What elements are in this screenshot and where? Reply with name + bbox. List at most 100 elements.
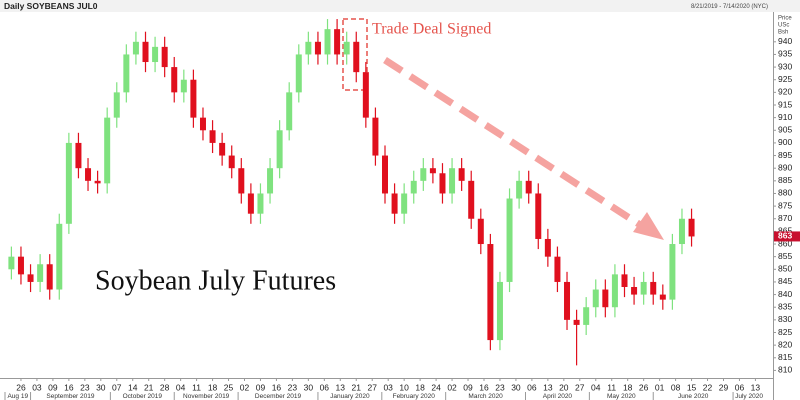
last-price-box <box>774 231 800 242</box>
candle-body <box>583 307 590 325</box>
candle-body <box>295 54 302 93</box>
x-tick-label: 02 <box>447 382 457 392</box>
y-tick-label: 885 <box>778 175 792 185</box>
highlight-box <box>342 18 368 91</box>
candle-body <box>123 54 130 93</box>
x-tick-label: 03 <box>383 382 393 392</box>
candle-body <box>516 180 523 199</box>
candle-body <box>314 41 321 55</box>
candle-body <box>228 155 235 169</box>
candle-body <box>640 281 647 295</box>
month-label: January 2020 <box>330 393 370 400</box>
candle-body <box>477 218 484 245</box>
candle-body <box>171 67 178 93</box>
x-tick-label: 29 <box>719 382 729 392</box>
x-tick-label: 21 <box>352 382 362 392</box>
y-tick-label: 890 <box>778 162 792 172</box>
candle-body <box>113 92 120 118</box>
x-tick-label: 18 <box>415 382 425 392</box>
candle-body <box>487 244 494 341</box>
x-tick-label: 24 <box>431 382 441 392</box>
candle-body <box>544 238 551 257</box>
month-label: May 2020 <box>607 393 636 400</box>
candle-body <box>276 130 283 169</box>
y-tick-label: 930 <box>778 61 792 71</box>
y-tick-label: 910 <box>778 112 792 122</box>
x-tick-label: 18 <box>208 382 218 392</box>
x-tick-label: 16 <box>479 382 489 392</box>
x-tick-label: 13 <box>543 382 553 392</box>
candle-body <box>564 281 571 320</box>
y-tick-label: 815 <box>778 352 792 362</box>
candle-body <box>65 142 72 224</box>
y-tick-label: 900 <box>778 137 792 147</box>
month-label: October 2019 <box>123 393 163 400</box>
x-tick-label: 03 <box>32 382 42 392</box>
candle-body <box>362 72 369 118</box>
y-tick-label: 830 <box>778 314 792 324</box>
candle-body <box>46 264 53 290</box>
trend-arrow-head <box>633 212 664 240</box>
candle-body <box>401 193 408 214</box>
candle-body <box>305 41 312 55</box>
y-tick-label: 920 <box>778 87 792 97</box>
y-tick-label: 905 <box>778 125 792 135</box>
x-tick-label: 10 <box>399 382 409 392</box>
candle-body <box>688 218 695 237</box>
candle-body <box>506 198 513 282</box>
month-label: November 2019 <box>183 393 230 400</box>
trend-arrow-shaft <box>383 57 647 231</box>
candle-body <box>496 281 503 341</box>
candle-body <box>410 180 417 194</box>
candle-body <box>391 193 398 214</box>
y-tick-label: 940 <box>778 36 792 46</box>
annotation: Trade Deal Signed <box>372 21 491 38</box>
candle-body <box>468 180 475 219</box>
x-tick-label: 09 <box>463 382 473 392</box>
candle-body <box>56 223 63 290</box>
last-price-label: 863 <box>778 231 792 241</box>
x-tick-label: 06 <box>320 382 330 392</box>
candle-body <box>219 142 226 156</box>
candle-body <box>592 289 599 308</box>
month-label: September 2019 <box>46 393 94 400</box>
candle-body <box>142 41 149 63</box>
candle-body <box>37 264 44 282</box>
y-tick-label: 880 <box>778 188 792 198</box>
x-tick-label: 20 <box>559 382 569 392</box>
candle-body <box>525 180 532 194</box>
candle-body <box>611 274 618 308</box>
candle-body <box>161 46 168 68</box>
candle-body <box>8 256 15 270</box>
x-tick-label: 06 <box>735 382 745 392</box>
header-bar <box>0 0 800 12</box>
y-tick-label: 810 <box>778 365 792 375</box>
month-label: March 2020 <box>468 393 503 400</box>
candle-body <box>247 193 254 214</box>
y-tick-label: 870 <box>778 213 792 223</box>
candle-body <box>449 168 456 194</box>
y-tick-label: 825 <box>778 327 792 337</box>
y-tick-label: 820 <box>778 339 792 349</box>
month-label: December 2019 <box>255 393 302 400</box>
x-tick-label: 27 <box>367 382 377 392</box>
month-label: July 2020 <box>735 393 763 400</box>
candle-body <box>535 193 542 239</box>
x-tick-label: 26 <box>16 382 26 392</box>
y-tick-label: 845 <box>778 276 792 286</box>
chart-title: Daily SOYBEANS JUL0 <box>4 1 98 11</box>
x-tick-label: 25 <box>224 382 234 392</box>
x-tick-label: 15 <box>687 382 697 392</box>
candle-body <box>257 193 264 214</box>
x-tick-label: 30 <box>96 382 106 392</box>
candle-body <box>573 319 580 325</box>
month-label: Aug 19 <box>7 393 28 400</box>
candle-body <box>621 274 628 287</box>
candle-body <box>199 117 206 131</box>
candle-body <box>132 41 139 55</box>
y-tick-label: 935 <box>778 49 792 59</box>
candle-body <box>324 29 331 55</box>
candle-body <box>458 168 465 181</box>
month-label: April 2020 <box>543 393 573 400</box>
x-tick-label: 01 <box>655 382 665 392</box>
